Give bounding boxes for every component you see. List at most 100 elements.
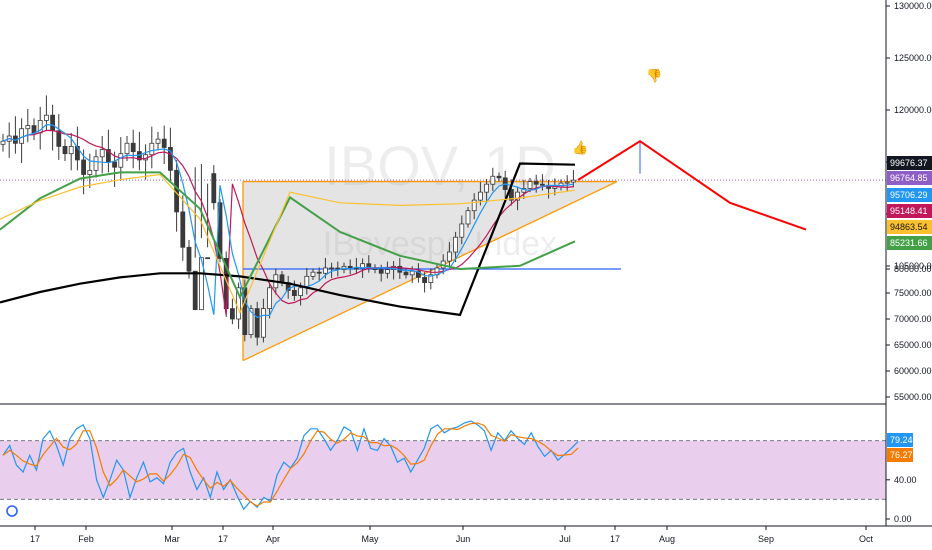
stoch-band xyxy=(0,440,886,500)
stoch-tag-bg xyxy=(887,448,913,462)
candle-body xyxy=(496,175,502,179)
ma-20-line xyxy=(0,173,576,315)
candle-body xyxy=(0,140,6,145)
stoch-d-line xyxy=(2,422,579,507)
candle-body xyxy=(267,287,273,309)
candle-body xyxy=(25,125,31,130)
candle-body xyxy=(81,159,86,175)
x-tick-label: Jun xyxy=(456,534,471,544)
candle-body xyxy=(347,265,353,269)
y-tick-label: 80000.00 xyxy=(894,264,932,274)
ma-blue-line xyxy=(2,123,574,319)
candle-body xyxy=(87,169,93,175)
candle-body xyxy=(378,269,384,274)
stoch-tag-label: 79.24 xyxy=(890,435,913,445)
x-tick-label: Apr xyxy=(266,534,280,544)
thumbs-up-icon: 👍 xyxy=(572,140,588,156)
candle-body xyxy=(490,175,496,185)
x-tick-label: Feb xyxy=(78,534,94,544)
candle-body xyxy=(508,189,514,201)
candle-body xyxy=(254,308,260,338)
price-tag-label: 95148.41 xyxy=(890,206,928,216)
y-tick-label: 125000.00 xyxy=(894,53,932,63)
candle-body xyxy=(260,308,266,338)
candle-body xyxy=(124,142,130,155)
x-tick-label: 17 xyxy=(610,534,620,544)
candle-body xyxy=(446,251,452,262)
candle-body xyxy=(484,183,490,193)
candle-body xyxy=(564,181,570,184)
candle-body xyxy=(99,149,105,158)
price-tag-bg xyxy=(887,220,932,234)
candle-body xyxy=(186,246,192,272)
candle-body xyxy=(428,274,434,283)
stoch-tag-label: 76.27 xyxy=(890,450,913,460)
x-tick-label: Mar xyxy=(164,534,180,544)
triangle-hypotenuse xyxy=(242,180,618,362)
candle-body xyxy=(403,271,409,276)
candle-body xyxy=(384,269,390,274)
ma-200-line xyxy=(0,162,576,317)
x-tick-label: Oct xyxy=(859,534,874,544)
candle-body xyxy=(422,276,428,283)
price-series xyxy=(0,95,576,346)
y-tick-label: 130000.00 xyxy=(894,1,932,11)
price-tag-bg xyxy=(887,188,932,202)
candle-body xyxy=(353,267,359,270)
candle-body xyxy=(571,179,576,183)
candle-body xyxy=(56,130,62,147)
candle-body xyxy=(192,270,198,311)
stoch-tick-label: 0.00 xyxy=(894,514,912,524)
ma-50-line xyxy=(0,171,576,300)
candle-body xyxy=(322,267,328,274)
candle-body xyxy=(415,270,421,278)
candle-body xyxy=(93,156,99,171)
settings-icon xyxy=(6,505,18,517)
candle-body xyxy=(211,173,217,204)
candle-body xyxy=(180,211,186,248)
projection-zigzag xyxy=(577,140,807,231)
candle-body xyxy=(205,257,211,260)
candle-body xyxy=(329,267,335,270)
candle-body xyxy=(68,145,74,155)
y-tick-label: 120000.00 xyxy=(894,105,932,115)
stoch-tag-bg xyxy=(887,433,913,447)
candle-body xyxy=(118,153,124,168)
candle-body xyxy=(198,257,204,311)
price-tag-bg xyxy=(887,156,932,170)
candle-body xyxy=(310,271,316,277)
y-tick-label: 60000.00 xyxy=(894,366,932,376)
candle-body xyxy=(459,223,465,238)
moving-average-lines xyxy=(0,123,576,319)
candle-body xyxy=(62,145,68,155)
y-tick-label: 105000.00 xyxy=(894,261,932,271)
price-tag-bg xyxy=(887,236,932,250)
stoch-tick-label: 40.00 xyxy=(894,475,917,485)
candle-body xyxy=(533,181,539,185)
price-tag-label: 95706.29 xyxy=(890,190,928,200)
candle-body xyxy=(477,191,483,201)
candle-body xyxy=(167,147,173,171)
price-tag-label: 94863.54 xyxy=(890,222,928,232)
y-tick-label: 75000.00 xyxy=(894,288,932,298)
x-tick-label: 17 xyxy=(30,534,40,544)
price-tag-bg xyxy=(887,171,932,185)
candle-body xyxy=(19,128,25,144)
price-tag-label: 99676.37 xyxy=(890,158,928,168)
candle-body xyxy=(298,287,304,296)
ma-red-line xyxy=(2,129,574,316)
price-tag-label: 96764.85 xyxy=(890,173,928,183)
y-tick-label: 70000.00 xyxy=(894,314,932,324)
price-tag-label: 85231.66 xyxy=(890,238,928,248)
x-tick-label: Jul xyxy=(559,534,571,544)
candle-body xyxy=(316,271,322,274)
price-projection[interactable]: 👍👎 xyxy=(572,68,807,231)
chart-watermark: IBOV, 1D IBovespa Index xyxy=(323,134,557,263)
x-tick-label: 17 xyxy=(218,534,228,544)
candle-body xyxy=(50,114,55,132)
thumbs-down-icon: 👎 xyxy=(646,68,662,84)
stochastic-pane xyxy=(0,420,886,511)
candle-body xyxy=(409,270,415,276)
y-tick-label: 55000.00 xyxy=(894,392,932,402)
